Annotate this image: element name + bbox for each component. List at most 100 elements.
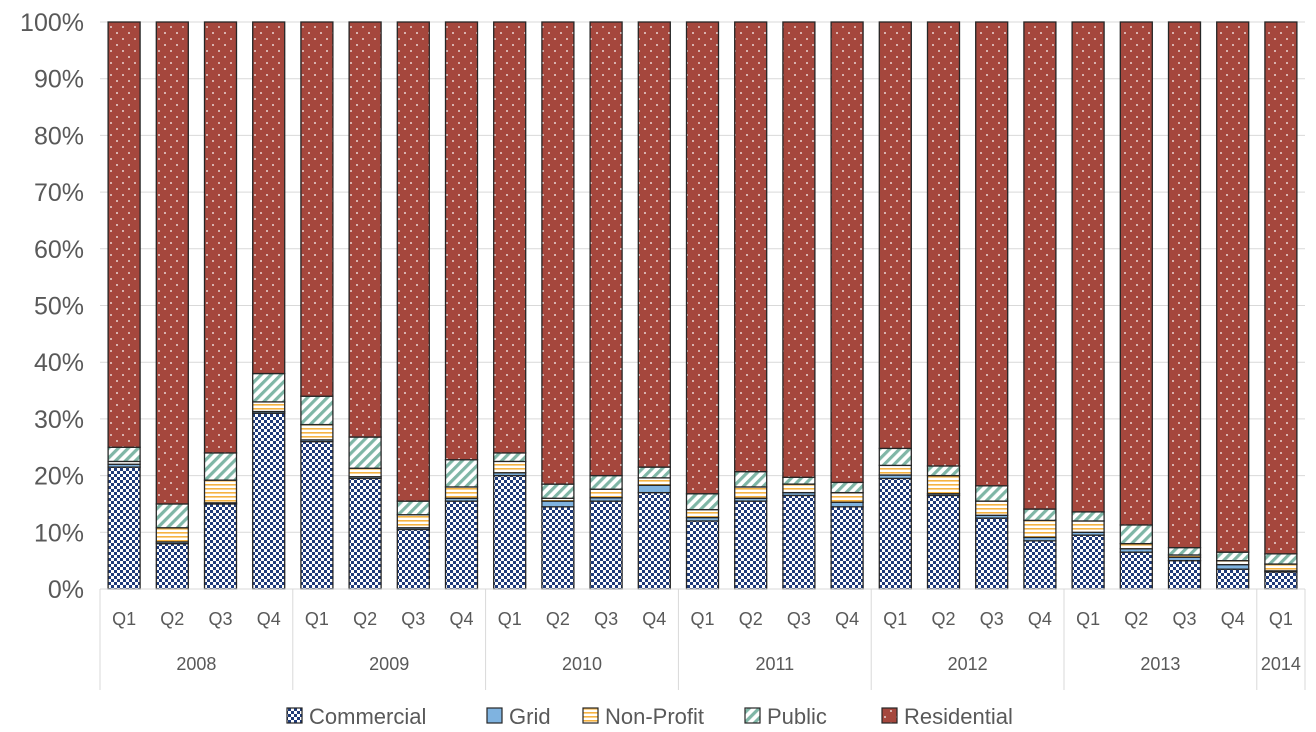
bar-segment-public [878,447,912,467]
bar-segment-public [975,485,1009,502]
bar-segment-commercial [252,412,286,590]
bar-segment-commercial [396,528,430,590]
bar-segment-residential [541,21,575,485]
x-tick-label: Q1 [883,609,907,629]
bar-segment-non-profit [926,474,961,495]
legend-label-commercial: Commercial [309,704,426,729]
bar-segment-commercial [1216,568,1250,590]
bar-segment-residential [203,21,238,454]
legend-swatch-non-profit [582,707,599,724]
bar-segment-commercial [1264,571,1298,590]
x-tick-label: Q2 [739,609,763,629]
bar-segment-public [685,493,720,511]
legend-swatch-grid [486,707,503,724]
bar-segment-non-profit [637,477,671,486]
bar-segment-non-profit [396,514,430,529]
bar-segment-residential [685,21,720,495]
bar-segment-commercial [926,494,961,590]
bar-segment-non-profit [444,486,479,499]
y-tick-label: 10% [34,519,84,547]
x-tick-label: Q1 [305,609,329,629]
bar-segment-non-profit [1119,542,1153,550]
bar-segment-residential [975,21,1009,487]
legend-item-public: Public [744,704,827,729]
bar-segment-non-profit [1264,563,1298,572]
bar-segment-public [541,483,575,499]
x-tick-label: Q1 [690,609,714,629]
bar-segment-residential [396,21,430,502]
bar-segment-commercial [782,494,816,590]
bar-segment-commercial [444,500,479,590]
bar-segment-public [637,466,671,479]
bar-segment-public [107,446,141,463]
year-group-label: 2013 [1140,654,1180,674]
bar-segment-residential [1167,21,1202,549]
bar-segment-grid [541,500,575,508]
x-tick-label: Q1 [1269,609,1293,629]
bar-segment-residential [348,21,382,438]
x-tick-label: Q2 [1124,609,1148,629]
x-tick-label: Q4 [642,609,666,629]
year-group-label: 2012 [948,654,988,674]
y-tick-label: 100% [20,9,84,37]
bar-segment-residential [1216,21,1250,553]
bar-segment-non-profit [252,401,286,413]
bar-segment-non-profit [155,527,189,543]
bar-segment-public [734,470,768,488]
bar-segment-residential [637,21,671,468]
x-tick-label: Q4 [835,609,859,629]
x-tick-label: Q3 [401,609,425,629]
bar-segment-commercial [830,506,864,590]
bar-segment-commercial [348,477,382,590]
y-tick-label: 80% [34,122,84,150]
bar-segment-commercial [1119,551,1153,590]
legend-swatch-public [744,707,761,724]
bar-segment-commercial [589,500,623,590]
x-tick-label: Q3 [594,609,618,629]
bar-segment-public [396,500,430,516]
bar-segment-commercial [541,506,575,590]
y-tick-label: 20% [34,463,84,491]
legend-item-non-profit: Non-Profit [582,704,704,729]
bar-segment-commercial [493,474,527,590]
y-tick-label: 70% [34,179,84,207]
legend-item-residential: Residential [881,704,1013,729]
legend-label-non-profit: Non-Profit [605,704,704,729]
x-tick-label: Q3 [787,609,811,629]
bar-segment-public [155,503,189,529]
bars [107,21,1298,590]
legend-item-commercial: Commercial [286,704,426,729]
bar-segment-grid [1216,563,1250,570]
bar-segment-public [1023,508,1057,522]
bar-segment-public [493,452,527,463]
y-tick-label: 50% [34,293,84,321]
bar-segment-public [1119,524,1153,545]
bar-segment-non-profit [975,500,1009,516]
bar-segment-grid [830,501,864,508]
bar-segment-commercial [685,520,720,590]
bar-segment-commercial [155,542,189,590]
x-tick-label: Q2 [353,609,377,629]
y-axis: 0% 10% 20% 30% 40% 50% 60% 70% 80% 90% 100% [20,9,84,604]
legend: Commercial Grid Non-Profit Public Residentia… [286,704,1013,729]
bar-segment-commercial [734,500,768,590]
x-tick-label: Q3 [1172,609,1196,629]
x-axis: Q1 Q2 Q3 Q4 Q1 Q2 Q3 Q4 Q1 Q2 Q3 Q4 Q1 Q2 Q3 Q4 Q1 Q2 Q3 Q4… [99,588,1306,690]
bar-segment-public [348,436,382,469]
bar-segment-non-profit [830,491,864,503]
legend-swatch-residential [881,707,898,724]
x-tick-label: Q4 [1028,609,1052,629]
bar-segment-residential [734,21,768,473]
bar-segment-public [1264,553,1298,565]
x-tick-label: Q1 [498,609,522,629]
bar-segment-residential [252,21,286,375]
bar-segment-residential [155,21,189,505]
bar-segment-residential [782,21,816,478]
bar-segment-residential [300,21,334,397]
bar-segment-non-profit [685,508,720,519]
bar-segment-non-profit [782,483,816,494]
y-tick-label: 30% [34,406,84,434]
bar-segment-residential [107,21,141,448]
legend-label-grid: Grid [509,704,551,729]
bar-segment-non-profit [348,467,382,478]
